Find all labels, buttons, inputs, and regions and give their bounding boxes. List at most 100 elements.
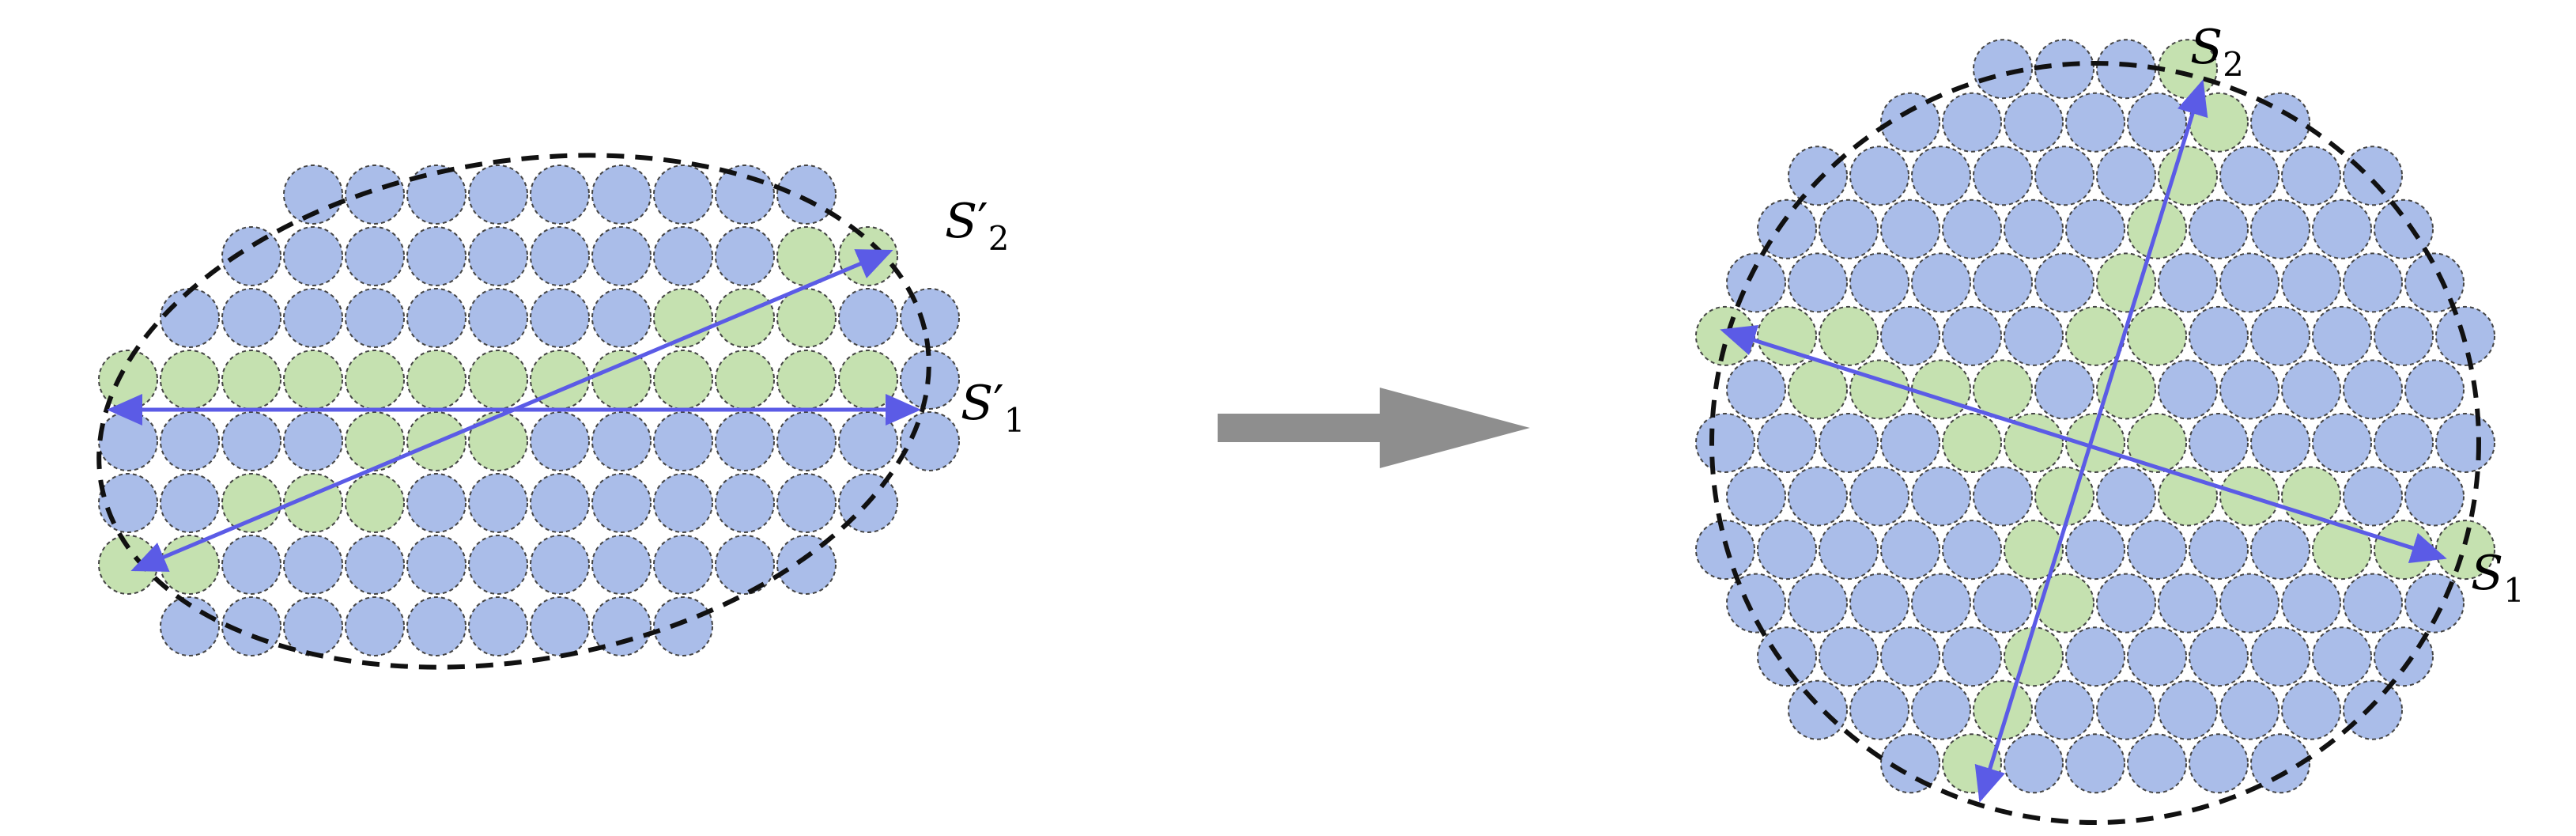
force-chain-particle <box>221 473 281 533</box>
particle <box>406 596 466 656</box>
particle <box>2219 146 2279 206</box>
particle <box>2250 305 2310 366</box>
particle <box>2096 679 2156 740</box>
particle <box>2343 146 2403 206</box>
particle <box>2404 466 2465 527</box>
particle <box>2158 359 2218 420</box>
particle <box>1849 679 1909 740</box>
particle <box>1973 573 2033 634</box>
particle <box>2374 199 2434 259</box>
particle <box>838 411 898 471</box>
force-chain-particle <box>2127 305 2187 366</box>
force-chain-particle <box>838 226 898 286</box>
particle <box>98 411 158 471</box>
particle <box>2250 413 2310 473</box>
force-chain-particle <box>653 350 713 410</box>
particle <box>1880 520 1940 581</box>
particle <box>653 596 713 656</box>
particle <box>1911 679 1971 740</box>
particle <box>1849 252 1909 313</box>
particle <box>591 473 652 533</box>
particle <box>1880 413 1940 473</box>
force-chain-particle <box>838 350 898 410</box>
particle <box>1788 146 1848 206</box>
particle <box>653 226 713 286</box>
particle <box>1942 92 2002 153</box>
particle <box>2404 359 2465 420</box>
particle <box>1973 466 2033 527</box>
particle <box>2219 679 2279 740</box>
force-chain-particle <box>715 350 775 410</box>
transform-arrow-head <box>1380 388 1530 468</box>
particle <box>776 473 837 533</box>
force-chain-particle <box>2312 520 2372 581</box>
particle <box>2004 733 2064 794</box>
left-axis-s2-prime <box>130 249 893 572</box>
particle <box>2312 199 2372 259</box>
particle <box>345 165 405 225</box>
particle <box>406 535 466 595</box>
force-chain-particle <box>345 350 405 410</box>
label-s2: S2 <box>2190 20 2244 84</box>
particle <box>221 411 281 471</box>
particle <box>2219 573 2279 634</box>
particle <box>2281 252 2341 313</box>
particle <box>2312 305 2372 366</box>
particle <box>776 165 837 225</box>
force-chain-particle <box>283 350 343 410</box>
particle <box>2096 39 2156 100</box>
particle <box>653 411 713 471</box>
particle <box>1788 252 1848 313</box>
particle <box>1973 146 2033 206</box>
particle <box>1911 573 1971 634</box>
force-chain-particle <box>1911 359 1971 420</box>
left-packing-panel: S′2 S′1 <box>96 153 1025 670</box>
particle <box>1880 626 1940 687</box>
particle <box>1757 199 1817 259</box>
transform-arrow <box>1218 388 1530 468</box>
particle <box>2343 359 2403 420</box>
force-chain-particle <box>1819 305 1879 366</box>
particle <box>715 411 775 471</box>
particle <box>1849 466 1909 527</box>
particle <box>838 288 898 348</box>
particle <box>2065 520 2125 581</box>
force-chain-particle <box>2004 626 2064 687</box>
particle <box>591 165 652 225</box>
particle <box>1788 679 1848 740</box>
force-chain-particle <box>468 350 528 410</box>
particle <box>2004 305 2064 366</box>
particle <box>591 535 652 595</box>
particle <box>2096 466 2156 527</box>
particle <box>2127 626 2187 687</box>
particle <box>715 226 775 286</box>
particle <box>1726 573 1786 634</box>
particle <box>468 596 528 656</box>
label-s1-prime: S′1 <box>961 376 1025 440</box>
particle <box>530 411 590 471</box>
particle <box>2250 520 2310 581</box>
particle <box>530 535 590 595</box>
particle <box>221 288 281 348</box>
force-chain-particle <box>1942 413 2002 473</box>
particle <box>2189 733 2249 794</box>
particle <box>2034 146 2094 206</box>
particle <box>98 473 158 533</box>
particle <box>160 473 220 533</box>
particle <box>406 288 466 348</box>
particle <box>2034 359 2094 420</box>
particle <box>1849 146 1909 206</box>
particle <box>345 535 405 595</box>
particle <box>2189 305 2249 366</box>
particle <box>2127 733 2187 794</box>
particle <box>2250 92 2310 153</box>
force-chain-particle <box>1788 359 1848 420</box>
particle <box>1726 359 1786 420</box>
particle <box>2404 252 2465 313</box>
particle <box>2250 626 2310 687</box>
force-chain-particle <box>2034 466 2094 527</box>
particle <box>591 226 652 286</box>
force-chain-particle <box>345 411 405 471</box>
force-chain-particle <box>776 350 837 410</box>
particle <box>2312 626 2372 687</box>
